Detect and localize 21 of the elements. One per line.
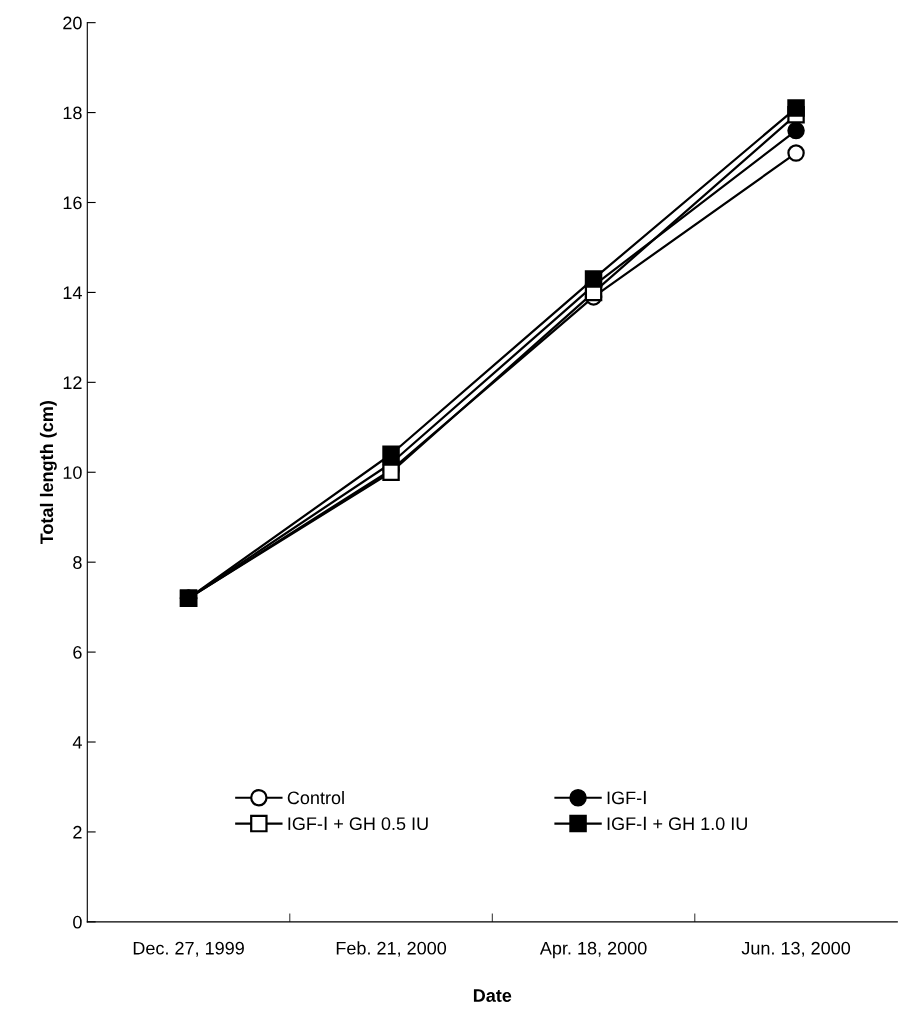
x-tick-label: Dec. 27, 1999 <box>133 941 244 957</box>
legend-label: Control <box>287 790 344 805</box>
y-tick-label: 6 <box>73 646 82 659</box>
y-tick-label: 8 <box>73 556 82 569</box>
y-axis-title: Total length (cm) <box>39 401 57 545</box>
x-tick-label: Apr. 18, 2000 <box>539 941 647 959</box>
y-tick-label: 16 <box>63 196 82 210</box>
y-tick-label: 20 <box>63 16 82 30</box>
y-tick-label: 2 <box>73 825 82 839</box>
x-tick-label: Jun. 13, 2000 <box>741 941 851 957</box>
legend-label: IGF-Ⅰ + GH 1.0 IU <box>607 816 747 831</box>
y-tick-label: 14 <box>63 286 82 299</box>
y-tick-label: 10 <box>63 466 82 479</box>
legend-label: IGF-Ⅰ <box>607 790 646 805</box>
y-tick-label: 0 <box>73 915 82 929</box>
y-tick-label: 18 <box>63 106 82 120</box>
legend-label: IGF-Ⅰ + GH 0.5 IU <box>288 816 428 831</box>
y-tick-label: 12 <box>63 376 82 389</box>
y-tick-label: 4 <box>72 736 82 749</box>
x-axis-title: Date <box>473 989 512 1002</box>
x-tick-label: Feb. 21, 2000 <box>336 941 447 957</box>
